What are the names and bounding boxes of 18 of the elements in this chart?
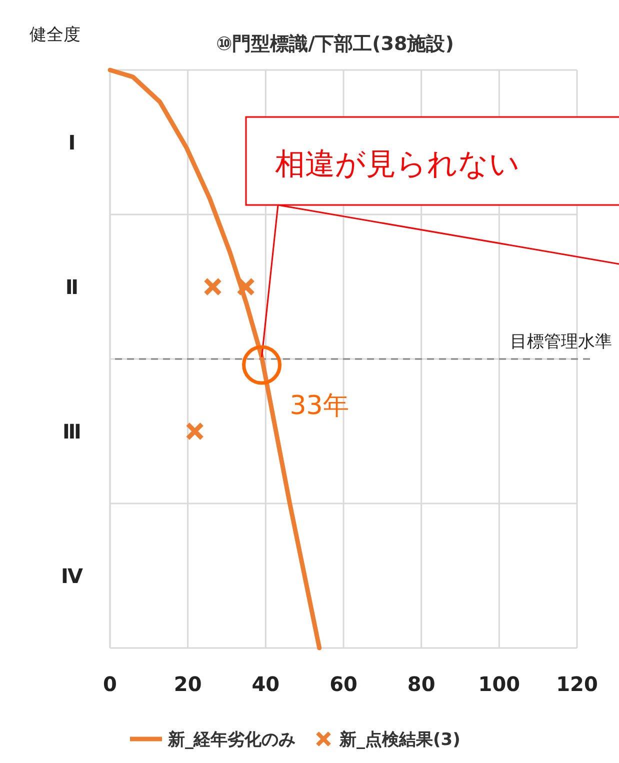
x-tick-label: 60 bbox=[330, 672, 358, 696]
annotation: 相違が見られない bbox=[275, 147, 520, 182]
x-tick-label: 20 bbox=[174, 672, 202, 696]
x-tick-label: 0 bbox=[103, 672, 117, 696]
x-tick-label: 80 bbox=[407, 672, 436, 696]
text: Ⅱ bbox=[65, 274, 79, 299]
text: Ⅰ bbox=[68, 130, 76, 154]
legend-label: 新_点検結果(3) bbox=[338, 730, 460, 750]
y-axis-title: 健全度 bbox=[30, 25, 80, 45]
x-tick-label: 40 bbox=[252, 672, 280, 696]
x-tick-label: 100 bbox=[478, 672, 520, 696]
ref-line-label: 目標管理水準 bbox=[510, 332, 612, 352]
text: Ⅲ bbox=[62, 419, 82, 444]
chart-title: ⑩門型標識/下部工(38施設) bbox=[216, 33, 454, 55]
annotation: 33年 bbox=[290, 391, 349, 421]
text: Ⅳ bbox=[61, 564, 84, 588]
x-tick-label: 120 bbox=[556, 672, 598, 696]
legend-label: 新_経年劣化のみ bbox=[167, 730, 296, 750]
